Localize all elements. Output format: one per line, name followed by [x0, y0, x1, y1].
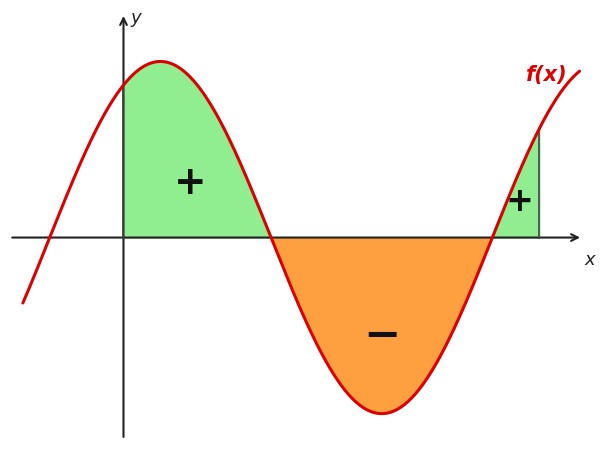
Text: +: + — [505, 185, 533, 217]
Text: f(x): f(x) — [526, 65, 568, 84]
Text: x: x — [585, 251, 596, 269]
Text: −: − — [363, 314, 400, 357]
Text: y: y — [130, 9, 141, 27]
Text: +: + — [174, 164, 207, 202]
